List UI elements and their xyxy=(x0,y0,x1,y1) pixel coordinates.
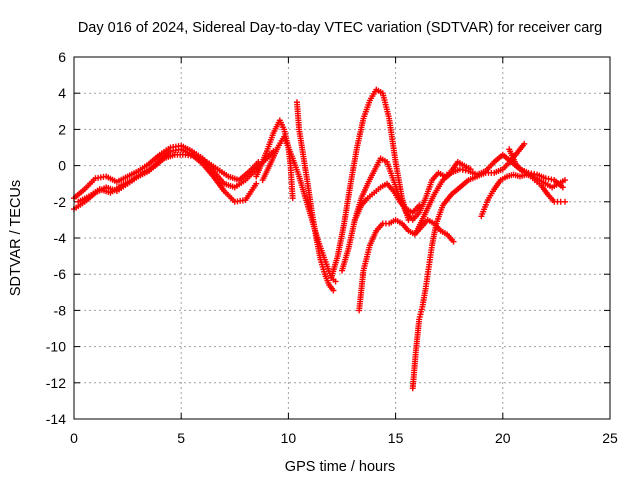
y-tick-label: 4 xyxy=(58,85,66,101)
x-axis-label: GPS time / hours xyxy=(285,459,395,475)
y-axis-label: SDTVAR / TECUs xyxy=(8,180,24,296)
y-tick-label: -10 xyxy=(46,339,66,355)
y-tick-label: -12 xyxy=(46,375,66,391)
y-tick-label: 2 xyxy=(58,121,66,137)
y-tick-label: 0 xyxy=(58,158,66,174)
plot-frame xyxy=(73,56,611,420)
data-point xyxy=(561,177,568,184)
grid-lines xyxy=(74,57,610,419)
y-tick-label: -8 xyxy=(54,302,67,318)
x-tick-label: 15 xyxy=(388,430,404,446)
data-point xyxy=(416,202,423,209)
chart-title: Day 016 of 2024, Sidereal Day-to-day VTE… xyxy=(78,20,602,36)
series-track-6 xyxy=(293,99,337,294)
series-track-10 xyxy=(356,216,457,314)
series-track-9 xyxy=(351,180,423,223)
x-tick-label: 25 xyxy=(602,430,618,446)
data-point xyxy=(330,287,337,294)
series-track-11 xyxy=(409,140,528,392)
x-tick-label: 5 xyxy=(177,430,185,446)
x-tick-label: 10 xyxy=(281,430,297,446)
y-tick-label: 6 xyxy=(58,49,66,65)
y-tick-label: -4 xyxy=(54,230,67,246)
series-track-14 xyxy=(506,146,568,205)
series-track-3 xyxy=(75,151,262,205)
data-points xyxy=(71,86,568,392)
x-tick-label: 0 xyxy=(70,430,78,446)
y-tick-label: -2 xyxy=(54,194,67,210)
data-point xyxy=(289,195,296,202)
y-tick-label: -14 xyxy=(46,411,66,427)
data-point xyxy=(332,278,339,285)
data-point xyxy=(559,184,566,191)
data-point xyxy=(450,238,457,245)
x-tick-label: 20 xyxy=(495,430,511,446)
data-point xyxy=(253,180,260,187)
data-point xyxy=(561,198,568,205)
y-tick-label: -6 xyxy=(54,266,67,282)
data-point xyxy=(521,140,528,147)
